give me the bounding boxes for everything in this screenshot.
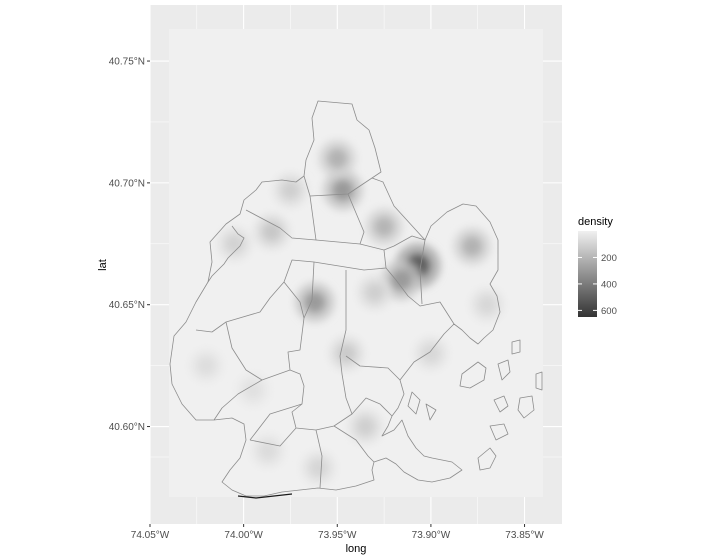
legend-tick-label: 600 — [601, 306, 617, 317]
marsh-2 — [425, 403, 437, 421]
legend-title: density — [578, 216, 613, 228]
density-hotspot — [243, 380, 263, 400]
legend-tick-label: 200 — [601, 253, 617, 264]
density-hotspot — [196, 356, 216, 376]
boundary-south-1 — [345, 355, 401, 381]
boundary-east-2 — [419, 239, 426, 305]
boundary-southwest — [225, 281, 305, 381]
x-tick-label: 73.90°W — [412, 530, 451, 541]
density-layer — [189, 139, 505, 486]
density-hotspot — [331, 179, 354, 202]
legend-colorbar — [578, 231, 597, 317]
legend: density 200 400 600 — [578, 216, 617, 317]
y-tick-label: 40.60°N — [109, 422, 145, 433]
x-tick-label: 74.00°W — [224, 530, 263, 541]
island-7 — [535, 371, 543, 391]
legend-ticks: 200 400 600 — [578, 253, 617, 317]
boundary-southeast — [351, 397, 393, 417]
island-1 — [459, 361, 487, 389]
boundary-north — [303, 175, 373, 197]
island-3 — [497, 359, 511, 381]
y-axis-title: lat — [97, 259, 109, 271]
coney-island-shoreline — [237, 493, 293, 499]
neighborhood-boundaries — [169, 100, 543, 497]
density-hotspot — [336, 343, 357, 364]
x-tick-label: 73.95°W — [318, 530, 357, 541]
density-hotspot — [308, 458, 329, 478]
density-hotspot — [421, 343, 441, 363]
island-5 — [489, 423, 509, 441]
density-hotspot — [280, 180, 301, 200]
island-4 — [511, 339, 521, 355]
density-hotspot — [326, 148, 348, 169]
density-hotspot — [355, 416, 376, 437]
boundary-south-central — [287, 261, 353, 431]
density-hotspot — [461, 235, 483, 257]
island-8 — [493, 395, 509, 413]
x-axis: 74.05°W 74.00°W 73.95°W 73.90°W 73.85°W — [131, 524, 544, 541]
density-hotspot — [224, 234, 244, 254]
boundary-east-1 — [385, 267, 455, 325]
y-tick-label: 40.75°N — [109, 57, 145, 68]
y-tick-label: 40.70°N — [109, 178, 145, 189]
density-hotspot — [373, 216, 395, 238]
boundary-coney — [249, 425, 375, 489]
marsh-1 — [407, 391, 421, 415]
y-axis: 40.60°N 40.65°N 40.70°N 40.75°N — [109, 57, 150, 433]
y-tick-label: 40.65°N — [109, 300, 145, 311]
legend-tick-label: 400 — [601, 279, 617, 290]
island-6 — [517, 395, 535, 419]
x-tick-label: 74.05°W — [131, 530, 170, 541]
density-hotspot — [364, 282, 385, 303]
jagged-shoreline-west — [207, 225, 245, 283]
density-hotspot — [389, 269, 412, 292]
x-axis-title: long — [346, 543, 367, 555]
borough-outline — [169, 100, 501, 497]
boundary-south-2 — [213, 379, 303, 441]
density-hotspot — [303, 291, 326, 314]
density-hotspot — [261, 221, 282, 242]
density-hotspot — [477, 295, 497, 315]
density-hotspot — [258, 441, 278, 461]
island-2 — [477, 447, 497, 471]
x-tick-label: 73.85°W — [505, 530, 544, 541]
boundary-central-3 — [347, 193, 426, 251]
boundary-central-1 — [245, 195, 317, 241]
